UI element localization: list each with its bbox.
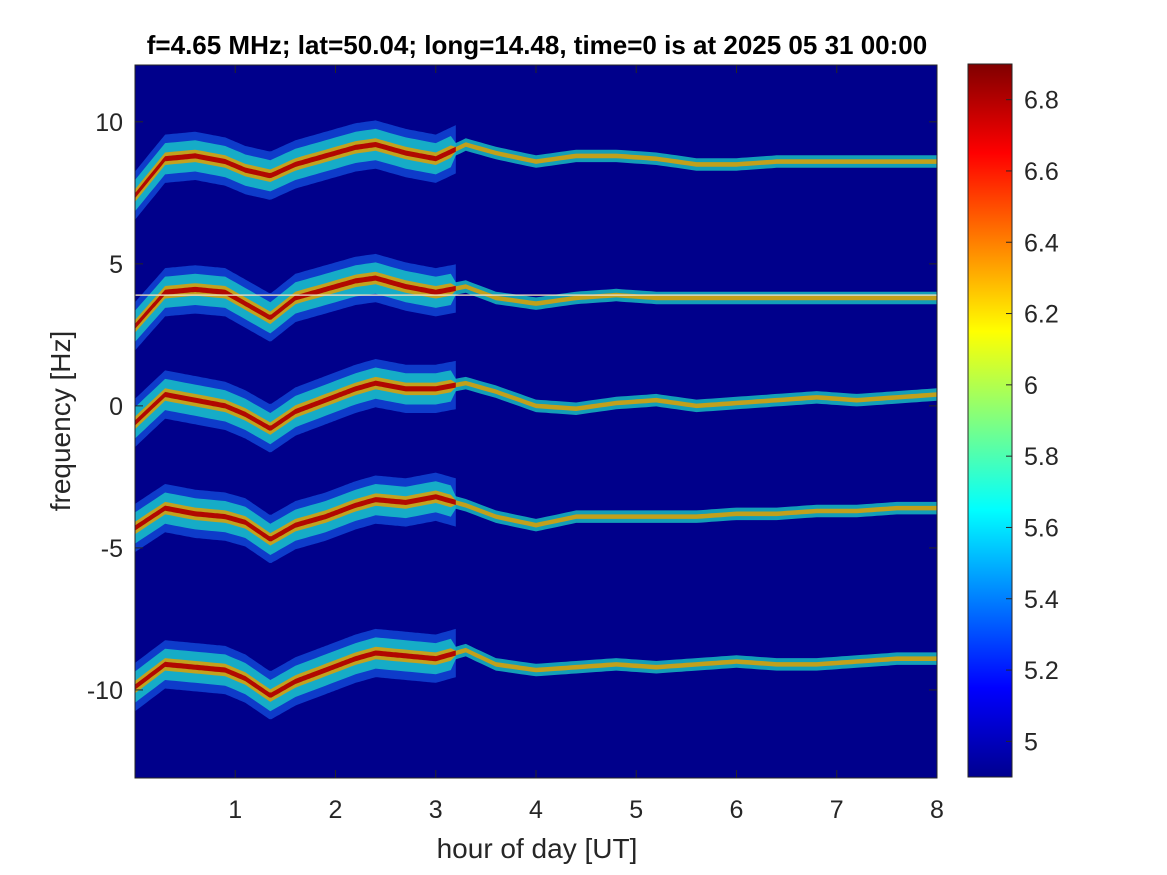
x-tick-label: 4: [529, 796, 543, 824]
x-tick-label: 5: [629, 796, 643, 824]
band-body: [135, 637, 937, 712]
colorbar-tick-label: 5.4: [1024, 586, 1059, 614]
band-peak: [135, 494, 456, 542]
colorbar-tick-label: 5: [1024, 728, 1038, 756]
colorbar-tick-label: 5.6: [1024, 514, 1059, 542]
x-tick-label: 6: [730, 796, 744, 824]
y-tick-label: -5: [101, 535, 123, 563]
colorbar-tick-label: 6.6: [1024, 158, 1059, 186]
x-axis-ticks: 1 2 3 4 5 6 7 8: [228, 65, 944, 824]
y-tick-label: 0: [109, 393, 123, 421]
x-tick-label: 3: [429, 796, 443, 824]
chart-title: f=4.65 MHz; lat=50.04; long=14.48, time=…: [147, 30, 927, 60]
y-axis-label: frequency [Hz]: [45, 331, 76, 512]
x-tick-label: 7: [830, 796, 844, 824]
y-axis-ticks: 10 5 0 -5 -10: [87, 109, 937, 705]
colorbar-tick-label: 6.2: [1024, 301, 1059, 329]
y-tick-label: -10: [87, 677, 123, 705]
colorbar-tick-label: 6: [1024, 372, 1038, 400]
colorbar-tick-label: 6.8: [1024, 87, 1059, 115]
x-axis-label: hour of day [UT]: [437, 833, 638, 864]
x-tick-label: 8: [930, 796, 944, 824]
colorbar-tick-label: 5.2: [1024, 657, 1059, 685]
band-core: [135, 646, 937, 702]
band-peak: [135, 650, 456, 698]
colorbar-ticks: 6.8 6.6 6.4 6.2 6 5.8 5.6 5.4 5.2 5: [1006, 87, 1059, 756]
y-tick-label: 10: [95, 109, 123, 137]
colorbar-tick-label: 5.8: [1024, 443, 1059, 471]
y-tick-label: 5: [109, 251, 123, 279]
heatmap-traces: [135, 120, 937, 720]
x-tick-label: 1: [228, 796, 242, 824]
x-tick-label: 2: [329, 796, 343, 824]
colorbar: [967, 63, 1013, 778]
colorbar-tick-label: 6.4: [1024, 229, 1059, 257]
band-core: [135, 376, 937, 435]
band-peak: [135, 275, 456, 329]
band-body: [135, 481, 937, 555]
